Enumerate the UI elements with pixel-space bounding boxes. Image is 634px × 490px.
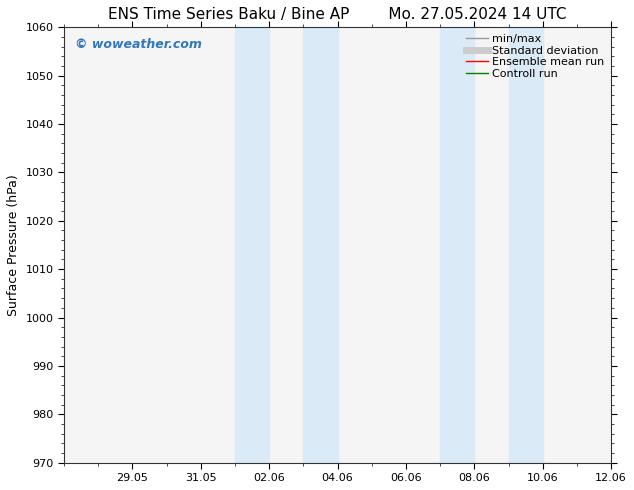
Bar xyxy=(440,27,474,463)
Text: © woweather.com: © woweather.com xyxy=(75,38,202,51)
Legend: min/max, Standard deviation, Ensemble mean run, Controll run: min/max, Standard deviation, Ensemble me… xyxy=(461,29,609,83)
Bar xyxy=(235,27,269,463)
Bar xyxy=(304,27,338,463)
Bar xyxy=(508,27,543,463)
Title: ENS Time Series Baku / Bine AP        Mo. 27.05.2024 14 UTC: ENS Time Series Baku / Bine AP Mo. 27.05… xyxy=(108,7,567,22)
Y-axis label: Surface Pressure (hPa): Surface Pressure (hPa) xyxy=(7,174,20,316)
